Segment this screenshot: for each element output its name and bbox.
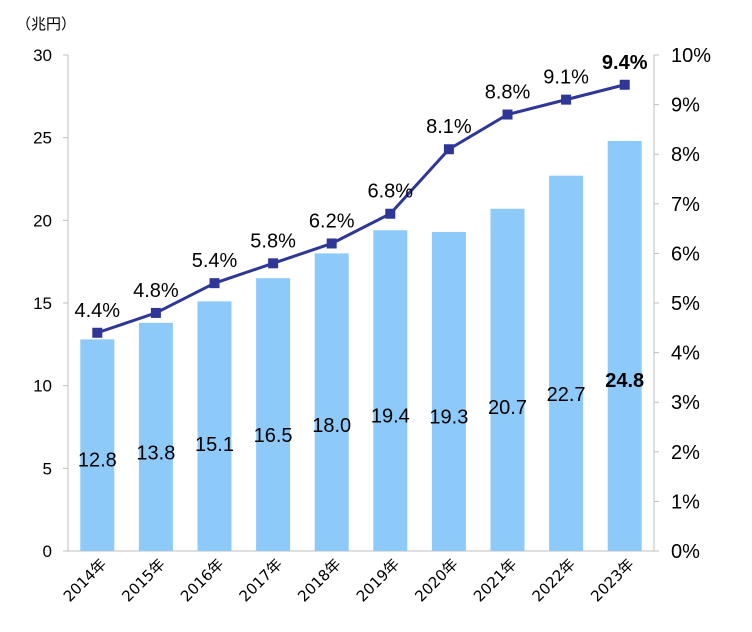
bar-value-label: 16.5 (254, 425, 293, 447)
y-left-tick-label: 5 (43, 459, 52, 478)
line-value-label: 4.8% (133, 280, 179, 302)
line-point (619, 79, 630, 90)
x-tick-label: 2014年 (60, 555, 110, 605)
y-right-tick-label: 3% (671, 392, 700, 414)
x-tick-label: 2022年 (529, 555, 579, 605)
x-tick-label: 2020年 (411, 555, 461, 605)
line-value-label: 8.8% (485, 82, 531, 104)
line-point (326, 238, 337, 249)
bar-value-label: 15.1 (195, 434, 234, 456)
y-right-tick-label: 8% (671, 144, 700, 166)
bars (80, 140, 642, 551)
y-right-tick-label: 7% (671, 194, 700, 216)
bar (373, 230, 408, 551)
y-right-tick-label: 5% (671, 293, 700, 315)
line-point (443, 144, 454, 155)
y-left-tick-label: 15 (33, 294, 52, 313)
y-left-tick-labels: 0 5 10 15 20 25 30 (33, 46, 52, 561)
y-right-tick-label: 9% (671, 95, 700, 117)
y-right-tick-label: 1% (671, 491, 700, 513)
y-left-unit-label: （兆円） (16, 15, 76, 33)
line-path (96, 83, 626, 335)
y-right-tick-label: 6% (671, 243, 700, 265)
line-value-label: 9.4% (602, 52, 648, 74)
line-point (92, 327, 103, 338)
y-left-tick-label: 30 (33, 46, 52, 65)
x-tick-label: 2019年 (353, 555, 403, 605)
y-right-tick-labels: 0% 1% 2% 3% 4% 5% 6% 7% 8% 9% 10% (671, 45, 711, 563)
x-tick-label: 2018年 (294, 555, 344, 605)
x-tick-label: 2015年 (118, 555, 168, 605)
bar-value-label: 19.4 (371, 406, 410, 428)
line-point (268, 258, 279, 269)
bar-value-label: 12.8 (78, 449, 117, 471)
line-point (385, 208, 396, 219)
bar-value-label: 24.8 (605, 370, 644, 392)
x-tick-labels: 2014年 2015年 2016年 2017年 2018年 2019年 2020年 2021年… (60, 555, 638, 605)
bar-value-labels: 12.8 13.8 15.1 16.5 18.0 19.4 19.3 20.7 22.7 24.8 (78, 370, 644, 471)
bar-value-label: 18.0 (312, 415, 351, 437)
line-point (150, 307, 161, 318)
y-right-tick-label: 10% (671, 45, 711, 67)
bar (431, 231, 466, 551)
bar (138, 322, 173, 551)
bar (490, 208, 525, 551)
y-right-tick-label: 4% (671, 343, 700, 365)
bar (549, 175, 584, 551)
bar-value-label: 22.7 (547, 384, 586, 406)
bar (607, 140, 642, 551)
y-right-tick-label: 2% (671, 442, 700, 464)
y-right-tick-label: 0% (671, 541, 700, 563)
bar-value-label: 19.3 (429, 406, 468, 428)
bar (256, 278, 291, 551)
bar-value-label: 20.7 (488, 397, 527, 419)
line-point (502, 109, 513, 120)
line-value-label: 6.8% (368, 181, 414, 203)
y-left-tick-label: 20 (33, 211, 52, 230)
line-value-label: 9.1% (543, 67, 589, 89)
bar (197, 301, 232, 551)
line-value-label: 4.4% (75, 300, 121, 322)
line-value-label: 5.4% (192, 250, 238, 272)
line-series (92, 79, 630, 338)
line-point (209, 278, 220, 289)
line-value-label: 8.1% (426, 116, 472, 138)
line-value-label: 6.2% (309, 210, 355, 232)
bar-value-label: 13.8 (136, 443, 175, 465)
line-value-labels: 4.4% 4.8% 5.4% 5.8% 6.2% 6.8% 8.1% 8.8% 9.1% 9.4% (75, 52, 648, 322)
bar (314, 253, 349, 551)
y-left-tick-label: 0 (43, 542, 52, 561)
x-tick-label: 2021年 (470, 555, 520, 605)
x-tick-label: 2016年 (177, 555, 227, 605)
x-tick-label: 2017年 (236, 555, 286, 605)
y-left-tick-label: 25 (33, 129, 52, 148)
bar (80, 339, 115, 551)
line-value-label: 5.8% (250, 230, 296, 252)
y-left-tick-label: 10 (33, 377, 52, 396)
line-point (561, 94, 572, 105)
x-tick-label: 2023年 (587, 555, 637, 605)
